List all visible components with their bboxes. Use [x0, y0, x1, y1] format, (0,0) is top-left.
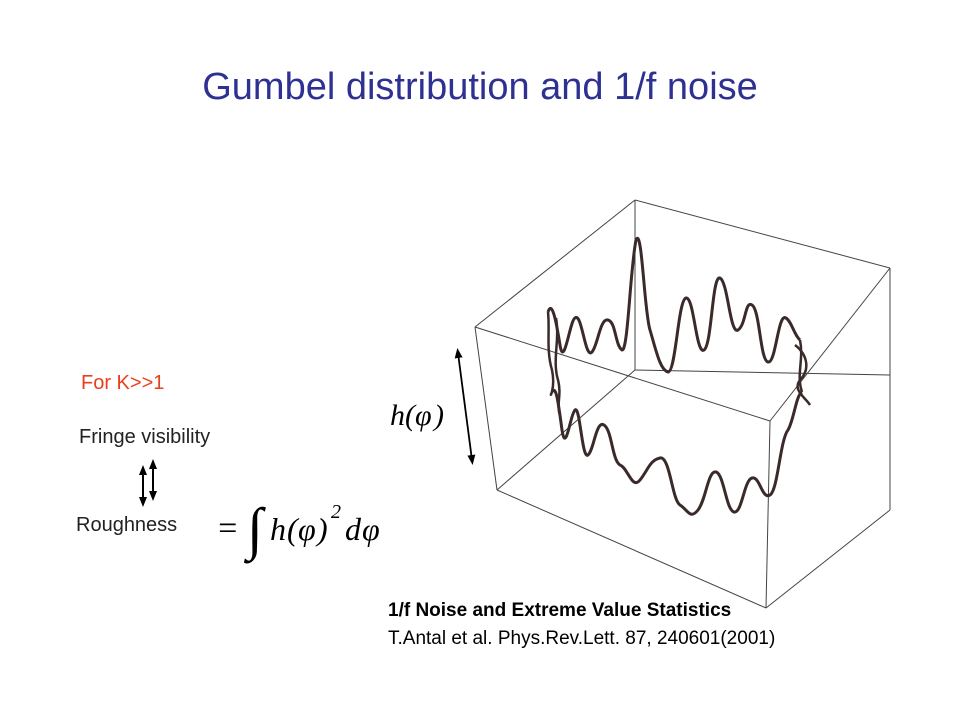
axis-close-paren: ) — [432, 399, 444, 432]
formula-close-paren: ) — [315, 511, 328, 547]
condition-label: For K>>1 — [81, 372, 165, 394]
formula-phi-differential: φ — [362, 511, 380, 547]
noise-side-left — [546, 311, 555, 396]
slide-title: Gumbel distribution and 1/f noise — [202, 66, 758, 108]
height-function-label: h ( φ ) — [390, 399, 444, 432]
axis-phi: φ — [415, 399, 432, 432]
formula-equals: = — [216, 510, 239, 547]
formula-integral: ∫ — [243, 496, 266, 564]
noise-side-right — [798, 339, 804, 393]
roughness-label: Roughness — [76, 514, 178, 536]
axis-h: h — [390, 399, 405, 432]
noise-curve-top — [546, 236, 802, 374]
roughness-formula: = ∫ h ( φ ) 2 d φ — [216, 496, 380, 564]
formula-phi: φ — [298, 511, 316, 547]
noise-curve-bottom — [550, 388, 804, 516]
formula-h: h — [270, 511, 286, 547]
box-3d-frame — [474, 199, 891, 609]
formula-open-paren: ( — [287, 511, 300, 547]
fringe-visibility-label: Fringe visibility — [79, 426, 211, 448]
reference-citation: T.Antal et al. Phys.Rev.Lett. 87, 240601… — [388, 628, 776, 649]
reference-title: 1/f Noise and Extreme Value Statistics — [388, 600, 732, 621]
height-arrow-icon — [454, 348, 476, 465]
formula-d: d — [345, 511, 362, 547]
formula-exponent: 2 — [331, 501, 341, 523]
equivalence-arrows-icon — [139, 459, 157, 507]
axis-open-paren: ( — [405, 399, 417, 432]
